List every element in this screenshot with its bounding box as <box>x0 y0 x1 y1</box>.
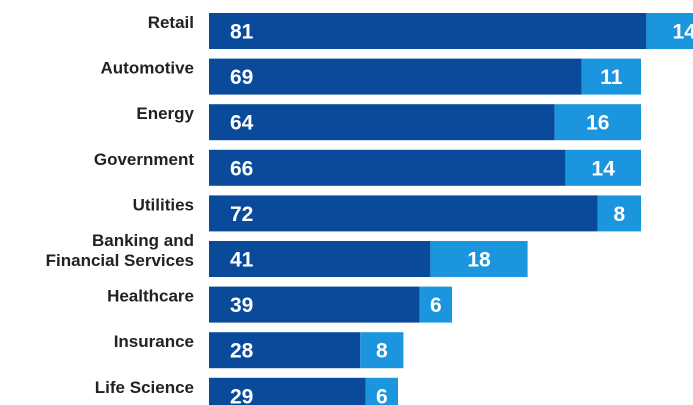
value-label: 69 <box>230 66 253 89</box>
value-label: 6 <box>376 385 388 405</box>
category-label-line: Energy <box>136 104 194 123</box>
value-label: 28 <box>230 340 254 363</box>
bar-segment-primary <box>209 286 420 323</box>
category-label-line: Life Science <box>95 378 194 397</box>
value-label: 29 <box>230 385 253 405</box>
bar-segment-primary <box>209 241 431 277</box>
bar-segment-secondary <box>360 332 404 369</box>
value-label: 64 <box>230 112 254 135</box>
category-label-line: Automotive <box>101 59 195 78</box>
category-label-line: Banking and <box>92 231 194 250</box>
category-label: Life Science <box>95 378 194 397</box>
category-label-line: Government <box>94 150 194 169</box>
value-label: 8 <box>614 203 626 226</box>
value-label: 16 <box>586 112 609 135</box>
value-label: 18 <box>467 249 491 272</box>
value-label: 41 <box>230 249 254 272</box>
value-label: 39 <box>230 294 253 317</box>
category-label: Automotive <box>101 59 195 78</box>
category-label: Insurance <box>114 332 194 351</box>
category-label: Banking and Financial Services <box>46 231 194 270</box>
value-label: 11 <box>600 66 623 89</box>
value-label: 8 <box>376 340 388 363</box>
value-label: 81 <box>230 21 254 44</box>
category-label-line: Financial Services <box>46 251 194 270</box>
category-label: Utilities <box>133 195 194 214</box>
bar-segment-secondary <box>554 104 641 141</box>
value-label: 6 <box>430 294 442 317</box>
value-label: 14 <box>592 157 616 180</box>
bar-segment-secondary <box>646 13 693 49</box>
value-label: 14 <box>673 21 693 44</box>
bar-segment-secondary <box>581 58 641 95</box>
bar-segment-primary <box>209 149 566 186</box>
bar-segment-primary <box>209 58 582 95</box>
bar-segment-primary <box>209 13 647 49</box>
bar-segment-secondary <box>365 377 398 405</box>
bar-segment-secondary <box>565 149 641 186</box>
value-label: 72 <box>230 203 253 226</box>
category-label: Energy <box>136 104 194 123</box>
category-label-line: Insurance <box>114 332 194 351</box>
category-label-line: Utilities <box>133 195 194 214</box>
category-label: Healthcare <box>107 287 194 306</box>
bar-segment-primary <box>209 104 555 141</box>
bar-segment-secondary <box>419 286 452 323</box>
bar-segment-secondary <box>430 241 528 277</box>
bar-segment-primary <box>209 332 361 369</box>
bar-segment-secondary <box>597 195 641 232</box>
category-label: Retail <box>148 13 194 32</box>
category-label: Government <box>94 150 194 169</box>
category-label-line: Retail <box>148 13 194 32</box>
bar-segment-primary <box>209 195 598 232</box>
bar-segment-primary <box>209 377 366 405</box>
value-label: 66 <box>230 157 253 180</box>
category-label-line: Healthcare <box>107 287 194 306</box>
